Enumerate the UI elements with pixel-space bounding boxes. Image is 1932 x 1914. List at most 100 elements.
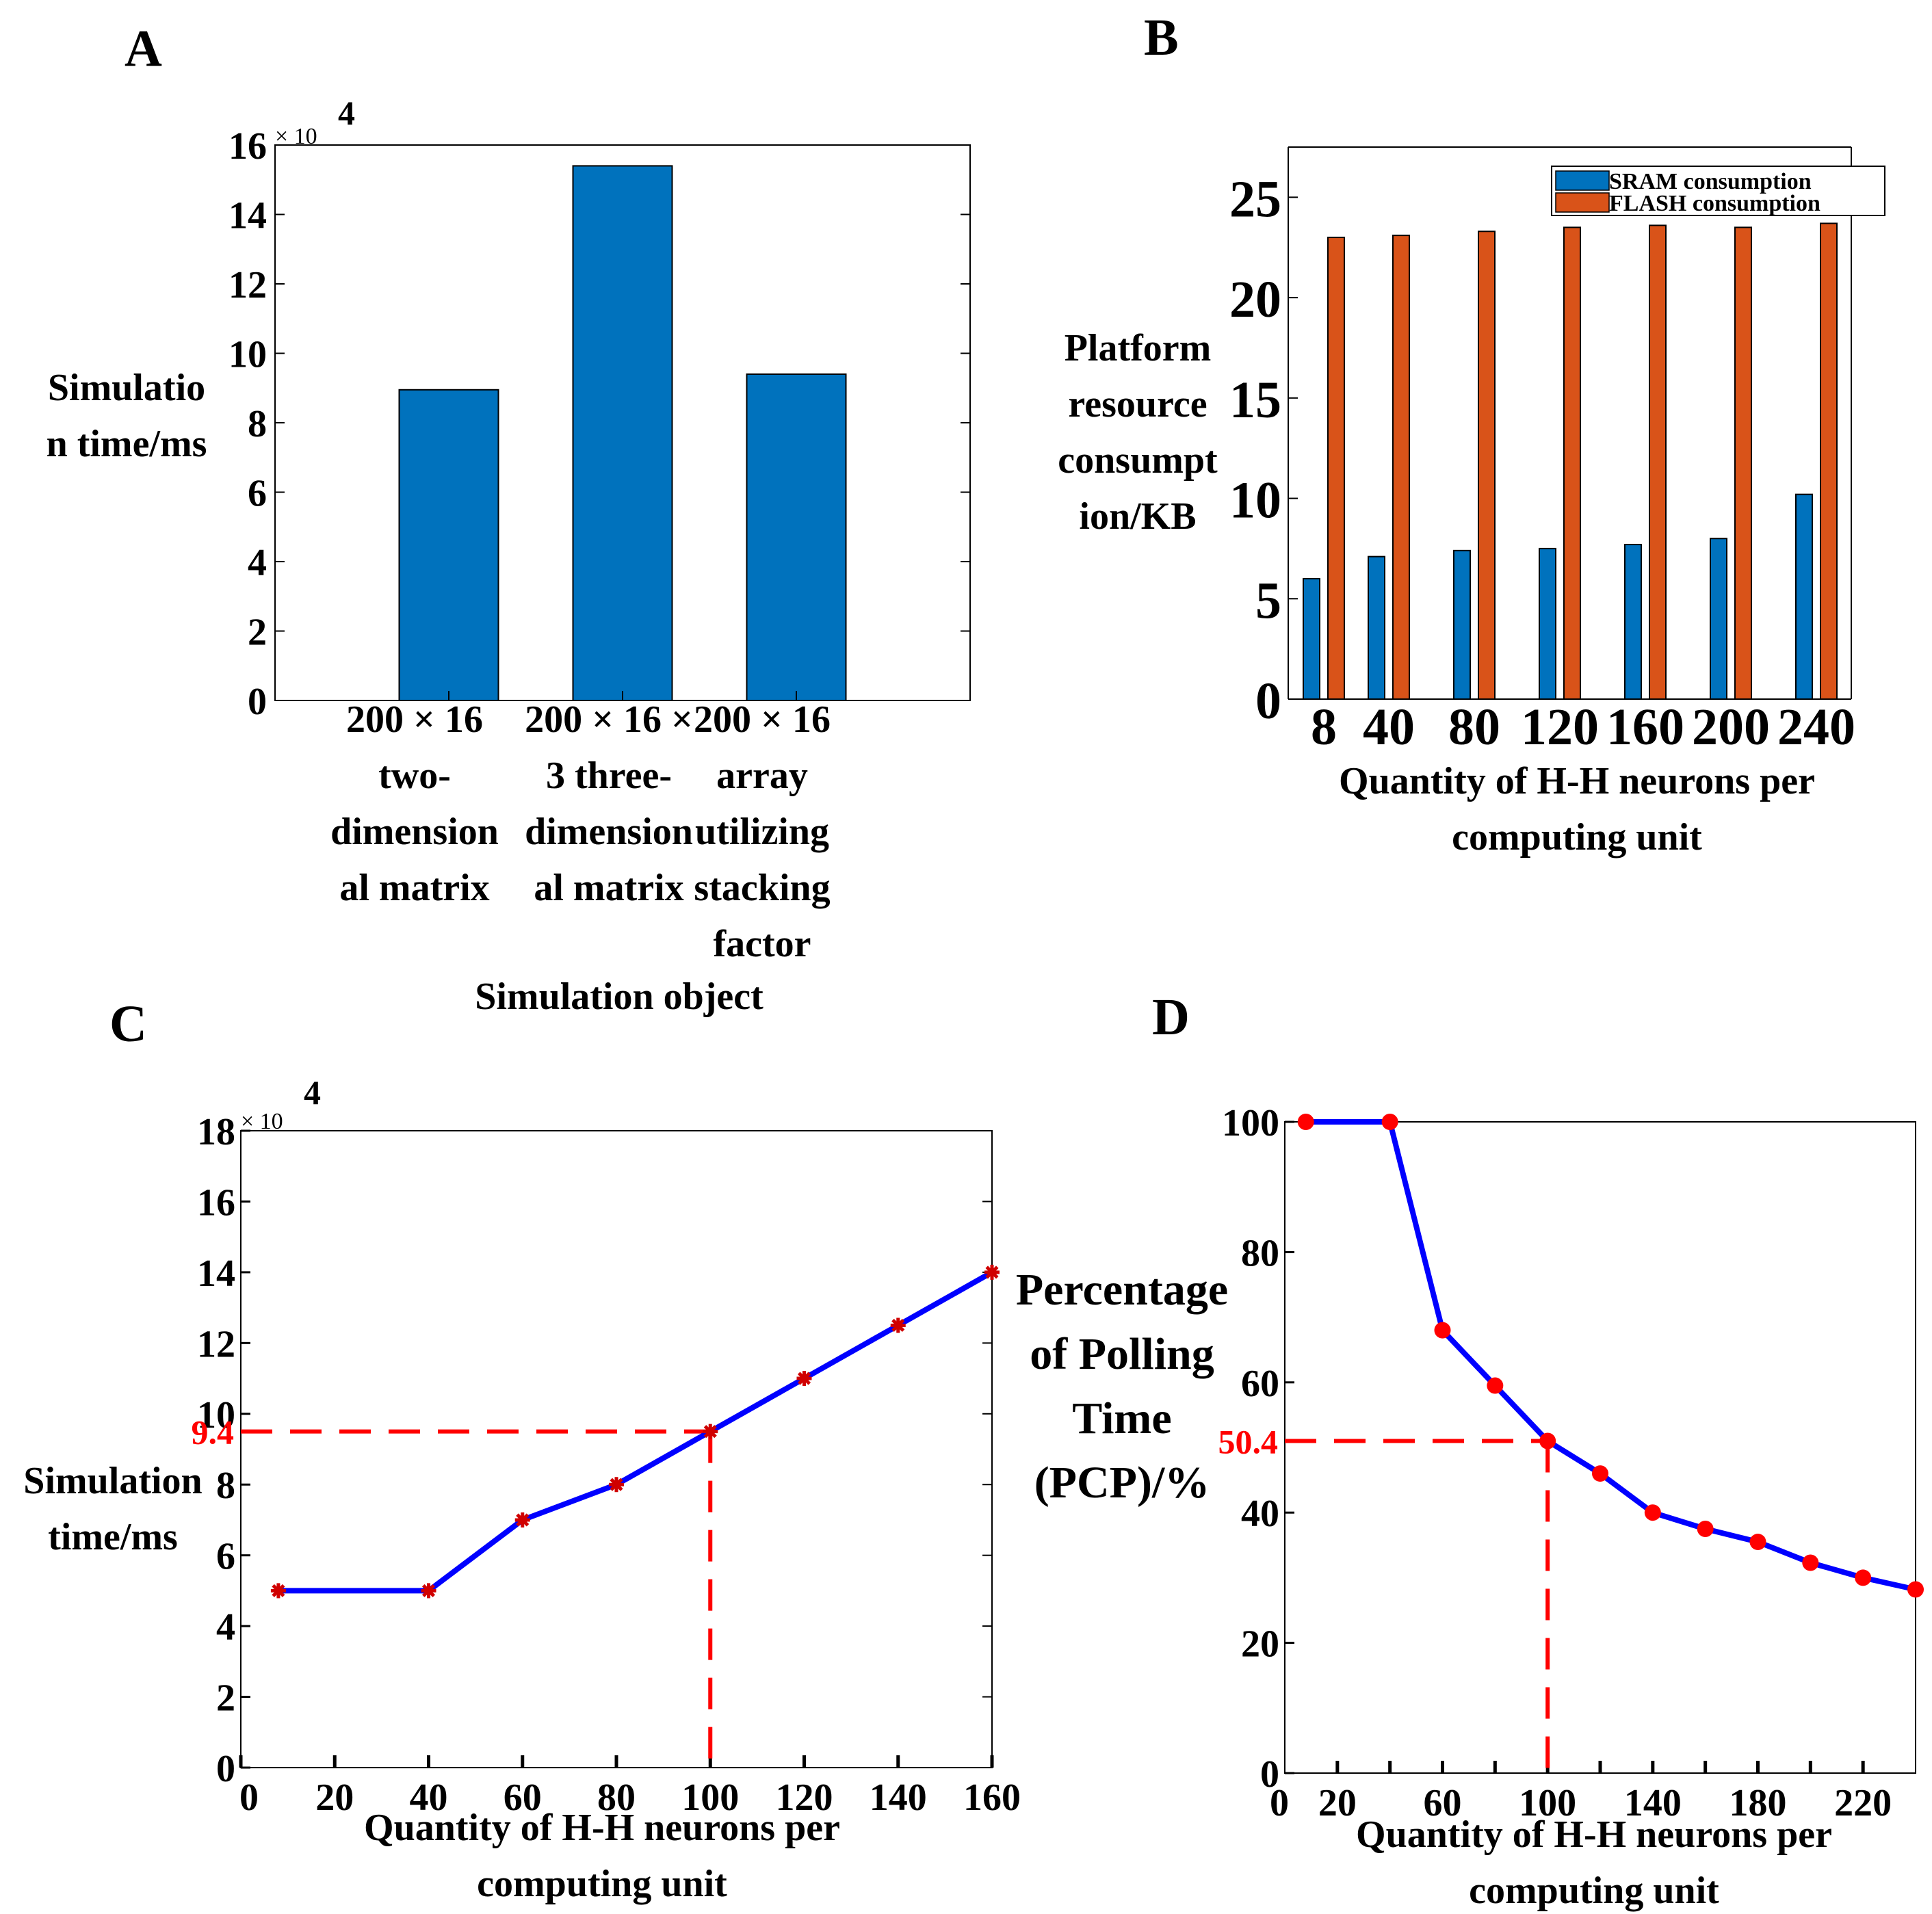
- chart-c-data-point: [796, 1371, 812, 1387]
- chart-b-ylabel: resource: [1068, 383, 1207, 425]
- chart-a-ytick-label: 8: [248, 403, 267, 445]
- chart-c-data-point: [270, 1583, 286, 1599]
- chart-b-xtick-label: 160: [1606, 698, 1684, 756]
- chart-a-bar: [572, 165, 673, 701]
- chart-a-y-multiplier-exp: 4: [338, 94, 355, 132]
- chart-a-ytick-label: 16: [229, 125, 267, 168]
- chart-c-xtick-label: 0: [239, 1777, 259, 1819]
- chart-c-ytick-label: 8: [216, 1465, 235, 1507]
- chart-c-ytick-label: 2: [216, 1677, 235, 1720]
- chart-b-bar-flash: [1649, 224, 1667, 700]
- chart-a: 0 2 4 6 8 10 12 14 16 200 × 16 two-dimension al mat…: [47, 94, 971, 1018]
- chart-d-data-point: [1297, 1114, 1314, 1130]
- chart-c-data-point-stroke: [985, 1266, 999, 1279]
- chart-d-xtick-label: 180: [1729, 1782, 1787, 1824]
- chart-c-data-point: [890, 1317, 906, 1333]
- chart-b-bar-sram: [1710, 538, 1727, 700]
- chart-c-series-line: [278, 1270, 993, 1594]
- chart-c-xtick-label: 140: [870, 1777, 927, 1819]
- chart-b-xlabel: Quantity of H-H neurons per: [1339, 760, 1815, 802]
- chart-c-xtick-label: 20: [315, 1777, 354, 1819]
- chart-a-xtick-label: al matrix: [534, 867, 683, 909]
- chart-b-legend-swatch: [1555, 192, 1610, 213]
- chart-a-y-multiplier: × 10: [275, 124, 317, 149]
- chart-a-bar: [746, 373, 847, 701]
- chart-b-ylabel: Platform: [1065, 327, 1212, 369]
- chart-a-ytick-label: 2: [248, 612, 267, 654]
- panel-letter-c: C: [109, 995, 147, 1053]
- chart-d-ytick-label: 100: [1222, 1102, 1279, 1144]
- chart-b-xlabel: computing unit: [1452, 816, 1702, 858]
- chart-b-bar-sram: [1539, 547, 1556, 700]
- chart-c-y-multiplier-exp: 4: [304, 1073, 321, 1112]
- chart-d-xtick-label: 220: [1834, 1782, 1892, 1824]
- chart-d-data-point: [1381, 1114, 1398, 1130]
- panel-letter-a: A: [125, 20, 162, 77]
- chart-b-ytick-label: 15: [1229, 371, 1281, 429]
- chart-c-data-point: [421, 1583, 436, 1599]
- chart-d-ylabel: Percentage: [1016, 1265, 1228, 1315]
- chart-c-data-point-stroke: [703, 1425, 717, 1439]
- chart-b-bar-flash: [1734, 226, 1752, 700]
- chart-b: 0 5 10 15 20 25 8 40 80 120 160 200 240 SRAM consumpt…: [1058, 146, 1885, 858]
- chart-d-ytick-label: 60: [1241, 1363, 1279, 1405]
- chart-d-xtick-label: 140: [1624, 1782, 1682, 1824]
- chart-c-ytick-label: 6: [216, 1536, 235, 1578]
- chart-a-xtick-label: 200 × 16: [346, 698, 483, 741]
- chart-d-xlabel: computing unit: [1469, 1870, 1719, 1912]
- chart-a-xlabel: Simulation object: [475, 975, 763, 1018]
- chart-b-legend-label: SRAM consumption: [1609, 169, 1812, 194]
- chart-d-ytick-label: 40: [1241, 1493, 1279, 1535]
- chart-b-xtick-label: 200: [1692, 698, 1770, 756]
- chart-a-xtick-label: array: [716, 755, 808, 797]
- chart-b-ytick-label: 0: [1255, 672, 1281, 730]
- chart-b-ylabel: consumpt: [1058, 439, 1218, 482]
- chart-a-ytick-label: 0: [248, 681, 267, 723]
- chart-a-xtick-label: dimension: [525, 811, 693, 853]
- chart-c-xtick-label: 160: [963, 1777, 1021, 1819]
- chart-c-data-point: [703, 1424, 718, 1439]
- chart-d-annotation-label: 50.4: [1218, 1422, 1279, 1460]
- chart-a-xtick-label: al matrix: [339, 867, 489, 909]
- chart-c-xtick-label: 60: [504, 1777, 542, 1819]
- chart-b-ytick-label: 20: [1229, 271, 1281, 328]
- chart-b-bar-flash: [1563, 226, 1581, 700]
- chart-c-data-point: [514, 1512, 530, 1528]
- chart-c-axes-box: [240, 1130, 993, 1768]
- chart-a-xtick-label: dimension: [330, 811, 499, 853]
- chart-d: 0 20 40 60 80 100 0 20 60 100 140 180 220 50.4 Percent…: [1016, 1102, 1924, 1912]
- chart-c-data-point-stroke: [272, 1584, 285, 1597]
- chart-c-data-point-stroke: [421, 1584, 436, 1597]
- chart-d-data-point: [1539, 1432, 1556, 1450]
- chart-b-bar-flash: [1478, 231, 1496, 700]
- chart-d-data-point: [1855, 1569, 1872, 1586]
- chart-b-bar-flash: [1820, 222, 1838, 700]
- chart-b-xtick-label: 240: [1777, 698, 1855, 756]
- chart-b-ytick-label: 10: [1229, 472, 1281, 529]
- chart-d-data-point: [1592, 1465, 1608, 1482]
- chart-b-bar-sram: [1368, 555, 1385, 700]
- chart-c-ylabel: Simulation: [23, 1460, 202, 1502]
- chart-a-bar: [398, 389, 499, 701]
- chart-b-ylabel: ion/KB: [1079, 495, 1196, 538]
- chart-b-bar-sram: [1795, 493, 1813, 700]
- chart-b-bar-flash: [1327, 237, 1345, 700]
- chart-a-ylabel: Simulatio: [48, 367, 205, 409]
- chart-b-bar-flash: [1392, 235, 1410, 700]
- chart-b-xtick-label: 120: [1521, 698, 1599, 756]
- chart-b-legend-label: FLASH consumption: [1609, 191, 1820, 216]
- chart-d-xtick-label: 100: [1519, 1782, 1576, 1824]
- chart-a-xtick-label: 3 three-: [546, 755, 672, 797]
- chart-d-xtick-label: 20: [1318, 1782, 1357, 1824]
- chart-c-data-point-stroke: [516, 1513, 530, 1527]
- chart-b-ytick-label: 5: [1255, 572, 1281, 629]
- chart-c-ytick-label: 0: [216, 1748, 235, 1790]
- chart-d-xlabel: Quantity of H-H neurons per: [1356, 1813, 1832, 1856]
- chart-d-data-point: [1907, 1581, 1924, 1598]
- chart-a-ytick-label: 12: [229, 264, 267, 306]
- chart-c-data-point: [609, 1477, 624, 1493]
- chart-b-xtick-label: 8: [1311, 698, 1337, 756]
- panel-letter-b: B: [1144, 9, 1179, 66]
- chart-a-ylabel: n time/ms: [47, 423, 207, 465]
- chart-d-ylabel: (PCP)/%: [1034, 1458, 1210, 1508]
